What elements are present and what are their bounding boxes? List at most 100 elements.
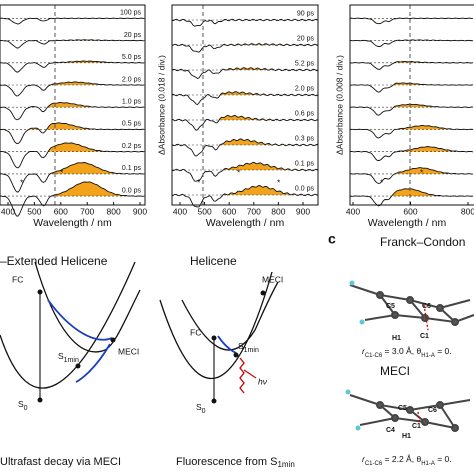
state-label: MECI (262, 274, 283, 284)
label-base: S (196, 402, 202, 412)
trace (0, 102, 145, 121)
diagram-curves (0, 261, 279, 400)
trace (349, 103, 474, 116)
label-base: S (18, 399, 24, 409)
delay-label: 100 ps (120, 10, 142, 17)
trace (0, 162, 145, 193)
x-tick-label: 700 (247, 206, 261, 216)
r: r (362, 346, 366, 356)
trace-fill (0, 162, 145, 174)
trace (349, 39, 474, 47)
state-label: FC (190, 327, 201, 337)
state-label: FC (12, 274, 23, 284)
trace-fill (172, 115, 318, 120)
trace (0, 142, 145, 169)
trace-fill (350, 82, 474, 85)
trace-fill (0, 122, 145, 130)
trace (171, 138, 318, 157)
x-tick-label: 800 (461, 206, 474, 216)
r-end: = 0. (435, 346, 452, 356)
trace-fill (350, 188, 474, 197)
r-mid: = 3.0 Å, θ (382, 346, 421, 356)
r-mid: = 2.2 Å, θ (382, 454, 421, 464)
star: * (237, 167, 241, 177)
trace-fill (172, 138, 318, 145)
delay-label: 0.3 ps (295, 136, 315, 143)
diagram-title: Helicene (190, 254, 237, 268)
diagram-title: –Extended Helicene (0, 254, 108, 268)
molecule (345, 280, 474, 432)
trace (349, 17, 474, 25)
trace (172, 18, 318, 27)
x-tick-label: 600 (403, 206, 417, 216)
trace-fill (0, 102, 145, 108)
geometry-label: rC1-C6 = 2.2 Å, θH1-A = 0. (362, 454, 452, 466)
atom-label: H1 (392, 335, 401, 342)
theta-sub: H1-A (421, 461, 435, 467)
atom-label: C5 (386, 303, 395, 310)
trace-fill (350, 146, 474, 152)
x-tick-label: 800 (271, 206, 285, 216)
trace (0, 81, 145, 97)
delay-label: 0.0 ps (295, 186, 315, 193)
trace (171, 114, 318, 131)
trace (349, 188, 474, 207)
trace (171, 91, 318, 106)
delay-label: 5.2 ps (295, 61, 315, 68)
label-base: S (58, 351, 64, 361)
structure-title: MECI (380, 364, 410, 378)
theta-sub: H1-A (421, 353, 435, 359)
emission-arrow (239, 357, 245, 394)
delay-label: 20 ps (124, 32, 142, 39)
caption-sub: 1min (277, 460, 294, 469)
trace (349, 124, 474, 139)
structure-title: Franck–Condon (380, 235, 465, 249)
x-axis-label: Wavelength / nm (368, 217, 447, 229)
star: * (60, 167, 64, 177)
x-tick-label: 900 (133, 206, 147, 216)
atom-label: H1 (402, 433, 411, 440)
x-tick-label: 600 (222, 206, 236, 216)
atom-label: C6 (422, 303, 431, 310)
label-sub: 0 (202, 408, 206, 415)
trace-fill (0, 182, 145, 197)
trace (0, 181, 145, 217)
y-axis-label: ΔAbsorbance (0.018 / div.) (156, 55, 166, 155)
atom-label: C1 (420, 333, 429, 340)
label: S0 (18, 399, 28, 412)
x-axis-label: Wavelength / nm (33, 217, 112, 229)
emission-arrow (243, 369, 257, 379)
label: S1min (58, 351, 79, 364)
trace (171, 67, 318, 80)
trace (349, 60, 474, 70)
trace-fill (350, 167, 474, 174)
star: * (277, 177, 281, 187)
x-tick-label: 600 (54, 206, 68, 216)
state-label: MECI (118, 346, 139, 356)
delay-label: 90 ps (297, 11, 315, 18)
distance-line (423, 304, 429, 331)
trace (0, 122, 145, 145)
delay-label: 0.0 ps (122, 187, 142, 194)
x-tick-label: 500 (198, 206, 212, 216)
star: * (20, 177, 24, 187)
label: S0 (196, 402, 206, 415)
plot-frame (0, 4, 146, 206)
trace (171, 184, 318, 208)
y-axis-label: ΔAbsorbance (0.008 / div.) (334, 55, 344, 155)
trace-fill (172, 185, 318, 195)
r-sub: C1-C6 (365, 461, 383, 467)
trace (0, 39, 145, 49)
x-tick-label: 400 (173, 206, 187, 216)
r: r (362, 454, 366, 464)
atom-label: C5 (398, 405, 407, 412)
plot-frame (349, 4, 474, 206)
trace (0, 60, 145, 73)
trace (349, 146, 474, 162)
x-tick-label: 800 (107, 206, 121, 216)
trace-fill (172, 67, 318, 70)
decay-arrows (47, 299, 237, 383)
trace (350, 82, 474, 93)
trace (0, 17, 145, 25)
